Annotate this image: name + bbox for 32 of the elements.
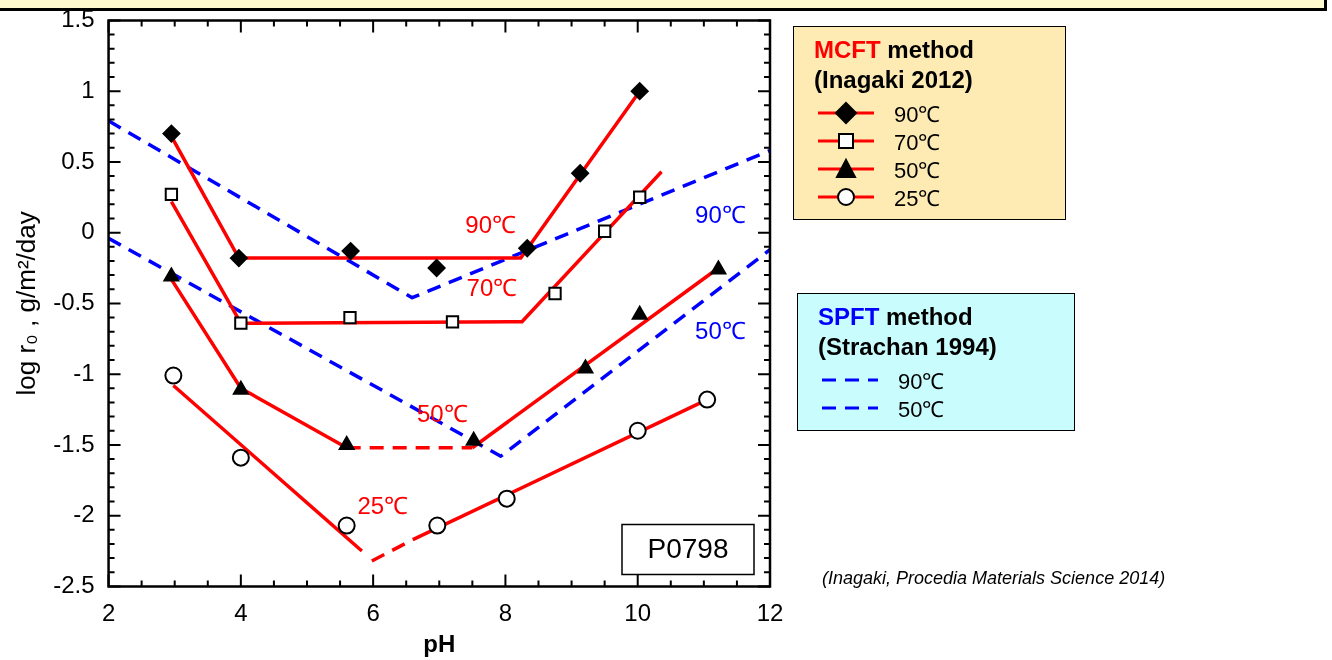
x-tick-label: 8 [498, 599, 513, 627]
y-tick-label: -1 [73, 358, 95, 386]
y-tick-label: 0.5 [61, 146, 95, 174]
text: MCFT method (Inagaki 2012) [814, 35, 975, 95]
text: SPFT method (Strachan 1994) [818, 302, 998, 362]
text: 50℃ [695, 317, 746, 345]
legend-label: 50℃ [898, 396, 945, 423]
legend-label: 25℃ [894, 185, 941, 212]
legend-label: 90℃ [898, 368, 945, 395]
y-tick-label: 1 [81, 75, 95, 103]
y-tick-label: -2.5 [53, 571, 95, 599]
text: (Inagaki, Procedia Materials Science 2014) [822, 568, 1166, 589]
y-tick-label: -1.5 [53, 429, 95, 457]
x-tick-label: 6 [366, 599, 380, 627]
y-axis-title: log r₀ , g/m²/day [10, 211, 41, 396]
legend-label: 70℃ [894, 129, 941, 156]
y-tick-label: -2 [73, 500, 95, 528]
x-tick-label: 12 [756, 599, 784, 627]
y-tick-label: -0.5 [53, 288, 95, 316]
annotation: P0798 [647, 533, 729, 565]
x-tick-label: 2 [101, 599, 116, 627]
series-label: 90℃ [465, 210, 516, 238]
series-label: 25℃ [357, 492, 409, 520]
x-tick-label: 10 [624, 599, 652, 627]
y-tick-label: 0 [81, 217, 95, 245]
series-label: 50℃ [417, 400, 468, 428]
legend-label: 50℃ [894, 157, 941, 184]
x-axis-title: pH [423, 630, 456, 658]
series-label: 70℃ [466, 274, 518, 302]
text: 90℃ [695, 200, 746, 228]
legend-label: 90℃ [894, 101, 941, 128]
x-tick-label: 4 [234, 599, 248, 627]
